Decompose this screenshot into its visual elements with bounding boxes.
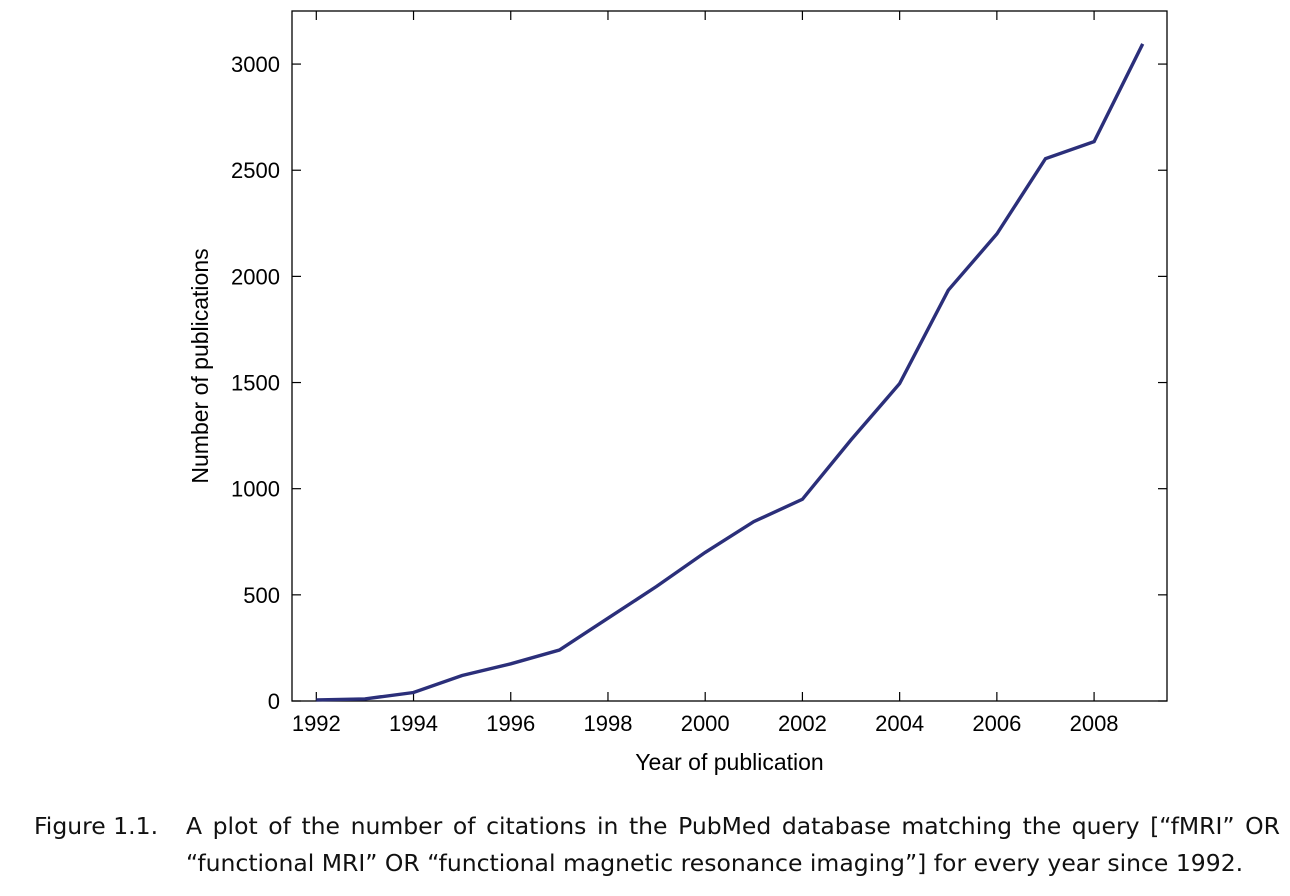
x-tick-label: 1994: [389, 711, 438, 736]
x-tick-label: 1992: [292, 711, 341, 736]
y-tick-label: 3000: [231, 52, 280, 77]
y-axis-ticks: 0 500 1000 1500 2000 2500 3000: [231, 52, 1167, 714]
y-tick-label: 0: [268, 689, 280, 714]
y-axis-label: Number of publications: [187, 248, 213, 483]
x-tick-label: 2000: [681, 711, 730, 736]
figure-caption: Figure 1.1. A plot of the number of cita…: [34, 808, 1280, 882]
x-tick-label: 2008: [1070, 711, 1119, 736]
plot-area-border: [291, 10, 1168, 702]
x-tick-label: 2002: [778, 711, 827, 736]
figure-caption-text: A plot of the number of citations in the…: [186, 812, 1280, 877]
y-tick-label: 500: [243, 583, 280, 608]
publications-line-chart: 1992 1994 1996 1998 2000 2002 2004 2006 2008 0 50…: [187, 10, 1168, 775]
plot-frame: [291, 10, 1168, 702]
x-tick-label: 2004: [875, 711, 924, 736]
y-tick-label: 2500: [231, 158, 280, 183]
x-tick-label: 1998: [583, 711, 632, 736]
y-tick-label: 1500: [231, 371, 280, 396]
figure-caption-label: Figure 1.1.: [34, 812, 159, 840]
series-line: [316, 43, 1145, 702]
series-lines: [316, 43, 1145, 702]
y-tick-label: 1000: [231, 477, 280, 502]
x-tick-label: 1996: [486, 711, 535, 736]
x-tick-label: 2006: [972, 711, 1021, 736]
x-axis-label: Year of publication: [635, 749, 823, 775]
y-tick-label: 2000: [231, 264, 280, 289]
x-axis-ticks: 1992 1994 1996 1998 2000 2002 2004 2006 2008: [292, 11, 1119, 736]
